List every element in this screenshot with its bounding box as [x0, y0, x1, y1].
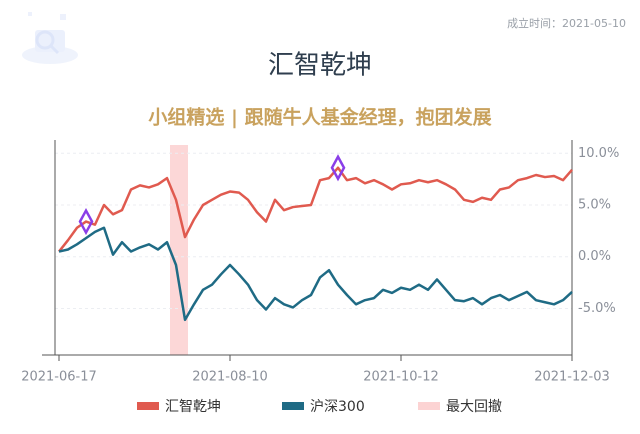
series-line	[58, 226, 573, 322]
chart-subtitle: 小组精选 | 跟随牛人基金经理，抱团发展	[148, 106, 491, 129]
x-tick-label: 2021-12-03	[534, 370, 610, 385]
legend-swatch	[282, 402, 304, 410]
legend-label: 汇智乾坤	[165, 399, 221, 415]
legend-swatch	[418, 402, 440, 410]
y-tick-label: 0.0%	[578, 249, 611, 264]
x-tick-label: 2021-06-17	[21, 370, 97, 385]
chart-title: 汇智乾坤	[268, 51, 372, 81]
founded-date: 成立时间：2021-05-10	[507, 16, 626, 30]
legend-label: 最大回撤	[446, 399, 502, 415]
legend-label: 沪深300	[310, 399, 365, 415]
y-tick-label: -5.0%	[578, 301, 616, 316]
y-tick-label: 10.0%	[578, 146, 619, 161]
legend-swatch	[137, 402, 159, 410]
y-tick-label: 5.0%	[578, 198, 611, 213]
drawdown-band	[170, 145, 188, 355]
signal-marker	[78, 207, 94, 236]
logo-icon	[22, 12, 78, 64]
x-tick-label: 2021-08-10	[192, 370, 268, 385]
signal-marker	[330, 154, 346, 182]
series-line	[58, 166, 573, 253]
x-tick-label: 2021-10-12	[363, 370, 439, 385]
